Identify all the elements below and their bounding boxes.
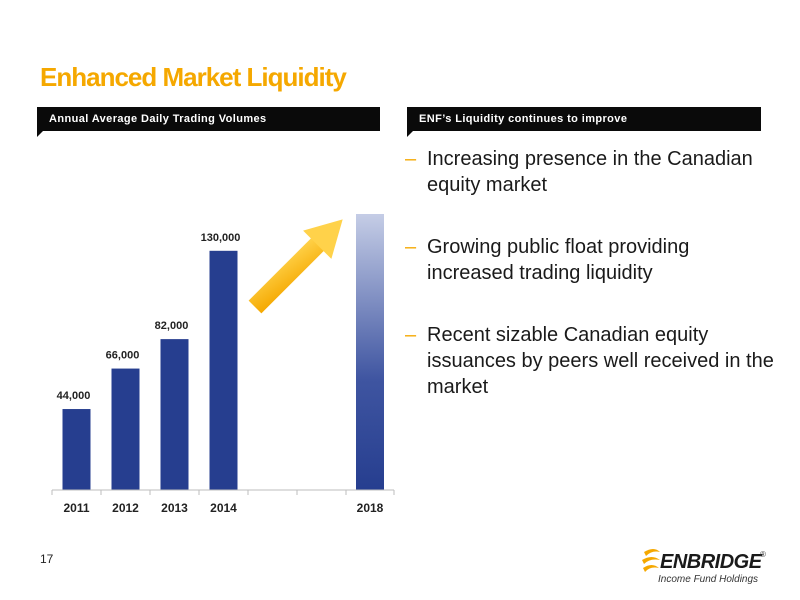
x-tick-label: 2018: [357, 501, 384, 515]
page-number: 17: [40, 552, 54, 566]
trading-volume-chart: 44,000 2011 66,000 2012 82,000 2013 130,000 201…: [51, 214, 395, 515]
bullet-dash: –: [405, 148, 417, 170]
bullet-text: Increasing presence in the Canadian equi…: [427, 148, 753, 196]
x-tick-label: 2013: [161, 501, 188, 515]
data-label: 130,000: [201, 232, 241, 244]
bar-2012: [111, 368, 140, 490]
x-tick-label: 2011: [63, 501, 89, 515]
bullet-dash: –: [405, 236, 417, 258]
x-tick-label: 2012: [112, 501, 139, 515]
bar-2018: [356, 214, 384, 490]
logo-subtitle: Income Fund Holdings: [658, 574, 759, 585]
bar-2011: [62, 409, 91, 490]
data-label: 66,000: [106, 350, 140, 362]
liquidity-bullet-list: – Increasing presence in the Canadian eq…: [405, 146, 775, 400]
x-tick-label: 2014: [210, 501, 237, 515]
bullet-dash: –: [405, 324, 417, 346]
bullet-text: Recent sizable Canadian equity issuances…: [427, 324, 774, 398]
bullet-item: – Recent sizable Canadian equity issuanc…: [405, 322, 775, 400]
data-label: 44,000: [57, 390, 91, 402]
enbridge-flame-icon: [642, 549, 660, 572]
bar-2013: [160, 339, 189, 490]
bullets-section-header: ENF’s Liquidity continues to improve: [407, 107, 761, 137]
bar-2014: [209, 250, 238, 490]
bullet-item: – Growing public float providing increas…: [405, 234, 775, 286]
trend-arrow-icon: [248, 219, 343, 314]
data-label: 82,000: [155, 320, 189, 332]
enbridge-logo: ENBRIDGE ® Income Fund Holdings: [640, 544, 770, 588]
logo-registered-mark: ®: [760, 550, 766, 559]
logo-wordmark: ENBRIDGE: [660, 551, 762, 573]
bullet-text: Growing public float providing increased…: [427, 236, 690, 284]
chart-section-header: Annual Average Daily Trading Volumes: [37, 107, 380, 137]
slide-title: Enhanced Market Liquidity: [40, 62, 347, 92]
bullet-item: – Increasing presence in the Canadian eq…: [405, 146, 775, 198]
